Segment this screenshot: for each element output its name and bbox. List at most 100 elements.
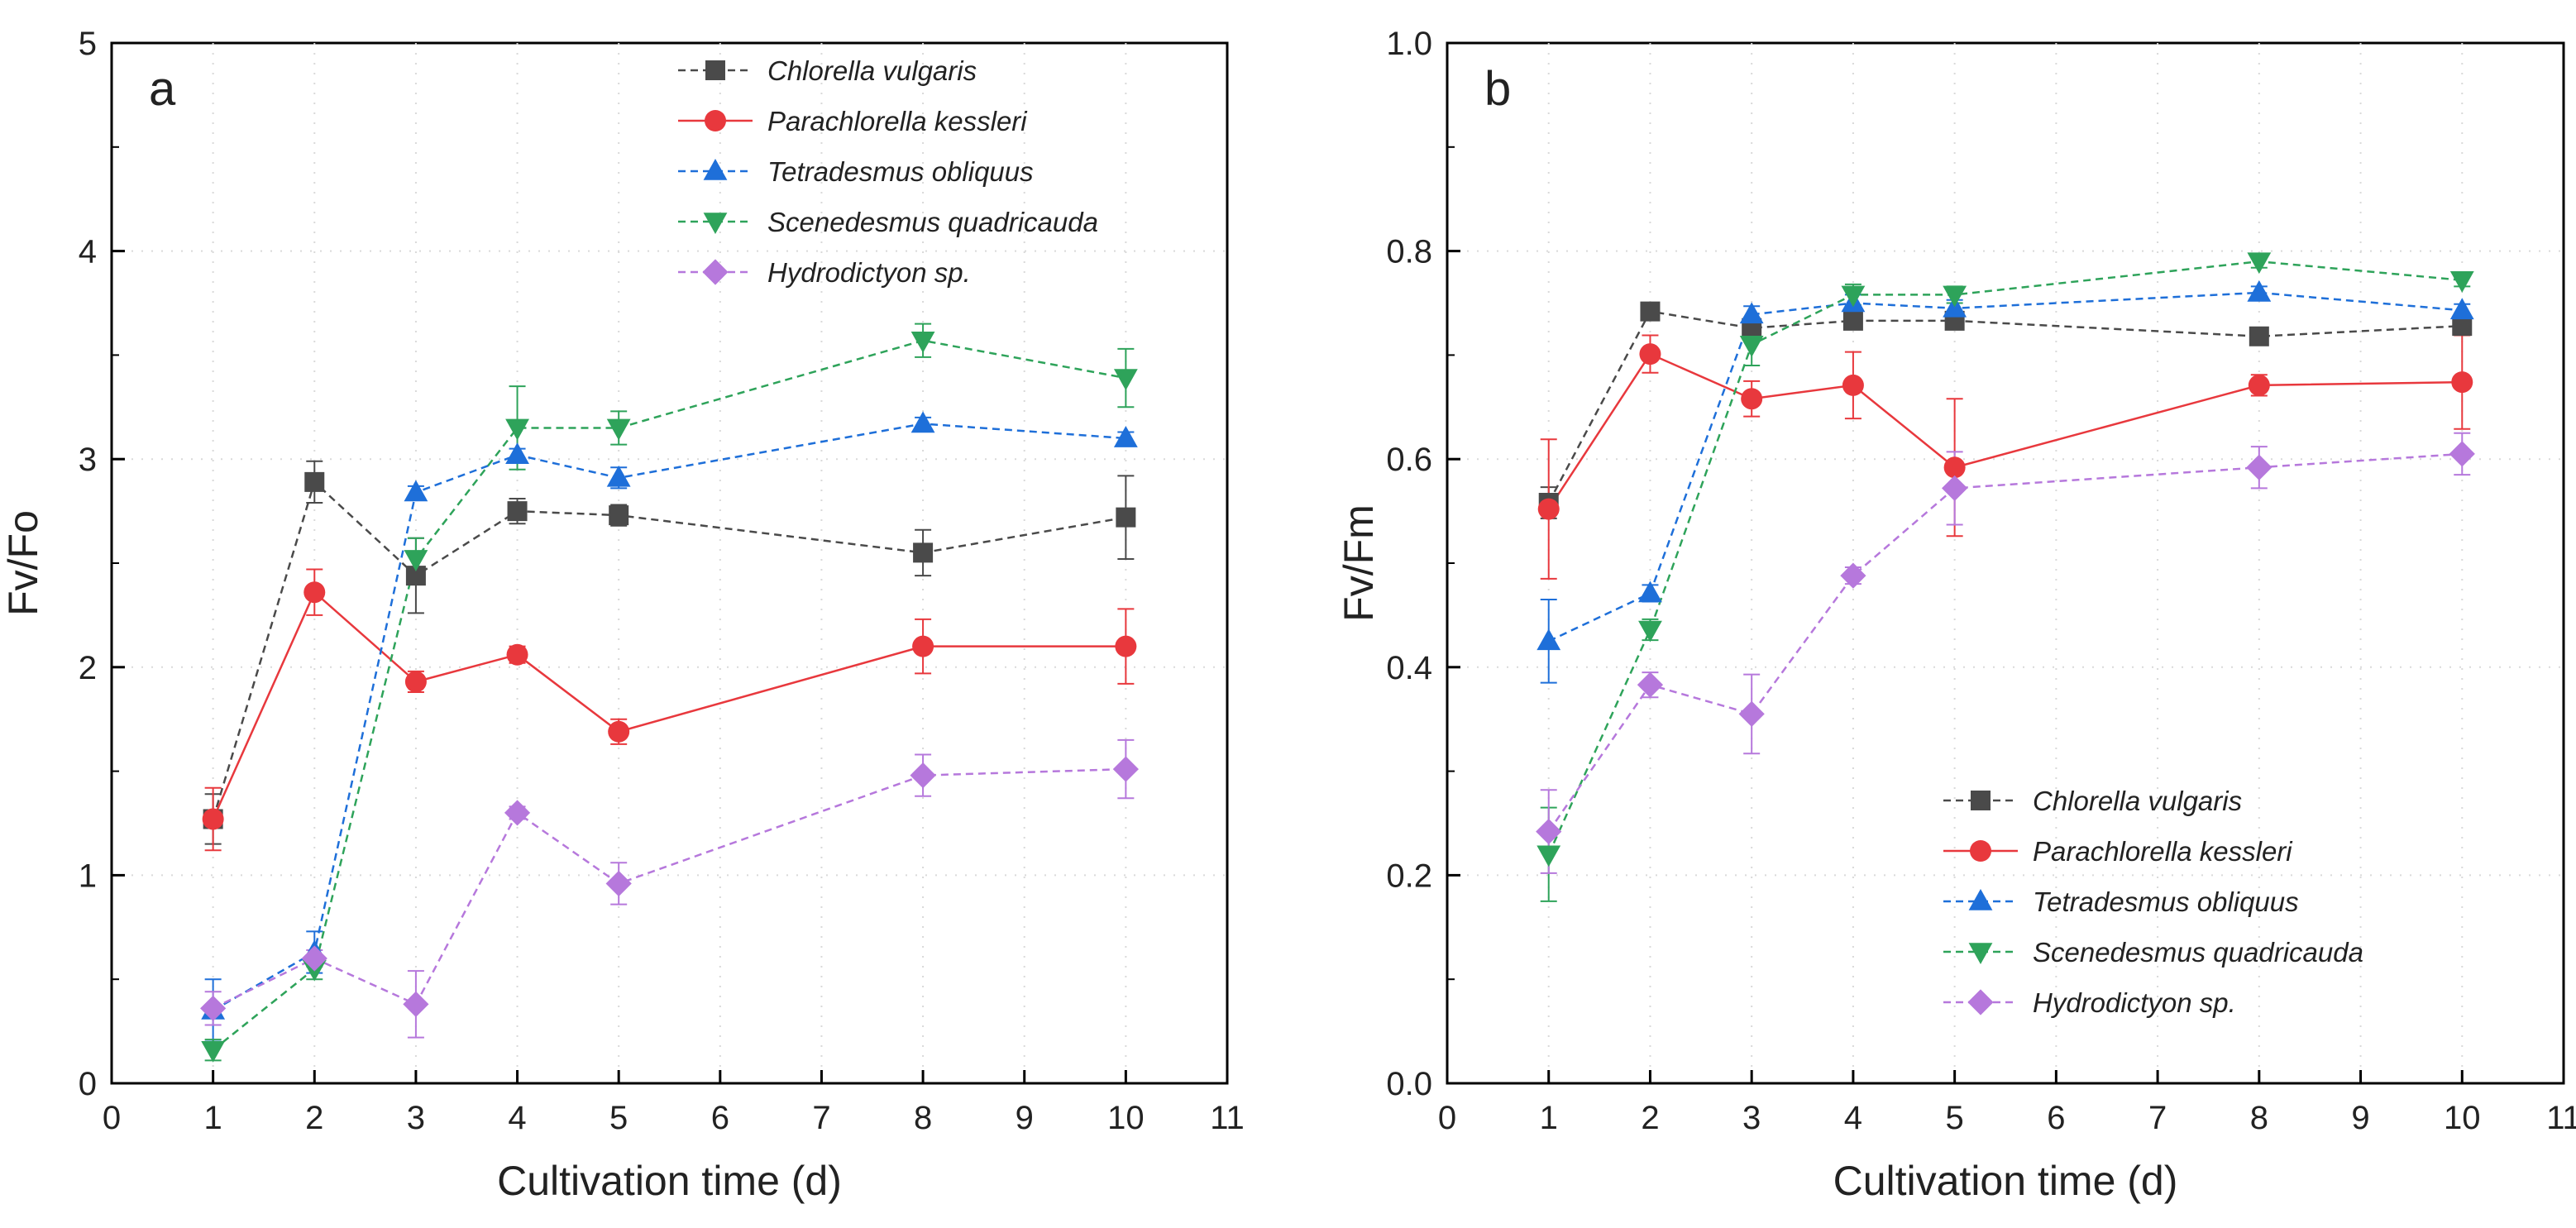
- legend-marker: [1970, 840, 1991, 862]
- data-point-scenedesmus-quadricauda: [2247, 252, 2272, 275]
- panel-a-label: a: [149, 62, 176, 116]
- y-tick-label: 0.2: [1386, 858, 1432, 894]
- x-tick-label: 8: [914, 1100, 932, 1136]
- legend-label: Hydrodictyon sp.: [767, 257, 971, 288]
- y-tick-label: 3: [79, 442, 97, 478]
- legend-item-scenedesmus-quadricauda: Scenedesmus quadricauda: [678, 207, 1098, 237]
- data-point-tetradesmus-obliquus: [1739, 302, 1764, 324]
- y-tick-label: 1.0: [1386, 26, 1432, 62]
- data-point-chlorella-vulgaris: [2249, 326, 2269, 346]
- data-point-chlorella-vulgaris: [2452, 316, 2473, 337]
- panel-a-frame: [110, 41, 1229, 1085]
- legend-item-tetradesmus-obliquus: Tetradesmus obliquus: [678, 156, 1034, 187]
- data-point-chlorella-vulgaris: [1842, 310, 1863, 331]
- legend-label: Hydrodictyon sp.: [2033, 987, 2236, 1018]
- data-point-parachlorella-kessleri: [608, 720, 630, 743]
- data-point-parachlorella-kessleri: [1537, 498, 1560, 520]
- data-point-hydrodictyon-sp: [1112, 756, 1139, 782]
- data-point-hydrodictyon-sp: [605, 870, 632, 897]
- x-tick-label: 10: [1107, 1100, 1145, 1136]
- data-point-hydrodictyon-sp: [504, 800, 531, 826]
- legend-item-scenedesmus-quadricauda: Scenedesmus quadricauda: [1943, 937, 2363, 968]
- panel-a-gridlines: [112, 43, 1227, 1083]
- series-line-tetradesmus-obliquus: [1548, 291, 2463, 643]
- legend-item-tetradesmus-obliquus: Tetradesmus obliquus: [1943, 886, 2299, 917]
- data-point-parachlorella-kessleri: [1741, 388, 1763, 410]
- panel-a: 0 1 2 3 4 5 6 7 8 9 10 11 0 1 2 3 4 5 a Cultivation time …: [0, 26, 1245, 1204]
- data-point-hydrodictyon-sp: [910, 762, 936, 789]
- x-tick-label: 10: [2444, 1100, 2481, 1136]
- x-tick-label: 3: [1742, 1100, 1761, 1136]
- series-line-scenedesmus-quadricauda: [1547, 260, 2463, 855]
- panel-a-markers: [200, 331, 1139, 1063]
- data-point-tetradesmus-obliquus: [1113, 426, 1138, 447]
- y-tick-label: 2: [79, 650, 97, 686]
- data-point-scenedesmus-quadricauda: [910, 331, 935, 353]
- data-point-parachlorella-kessleri: [912, 635, 934, 657]
- panel-b-markers: [1536, 252, 2475, 867]
- legend-label: Scenedesmus quadricauda: [767, 207, 1098, 237]
- legend-label: Chlorella vulgaris: [767, 55, 977, 86]
- legend-marker: [705, 60, 725, 80]
- y-tick-label: 4: [79, 234, 97, 270]
- y-tick-label: 0.0: [1386, 1066, 1432, 1102]
- panel-a-ticks: 0 1 2 3 4 5 6 7 8 9 10 11 0 1 2 3 4 5: [79, 26, 1245, 1136]
- data-point-scenedesmus-quadricauda: [1841, 285, 1866, 308]
- panel-b-error-bars: [1540, 254, 2471, 902]
- legend-label: Scenedesmus quadricauda: [2033, 937, 2363, 968]
- panel-b-ticks: 0 1 2 3 4 5 6 7 8 9 10 11 0.0 0.2 0.4 0.6 0.8 1.0: [1386, 26, 2576, 1136]
- y-tick-label: 0.8: [1386, 234, 1432, 270]
- legend-item-hydrodictyon-sp: Hydrodictyon sp.: [678, 257, 971, 288]
- y-tick-label: 0: [79, 1066, 97, 1102]
- legend-label: Parachlorella kessleri: [767, 106, 1028, 136]
- data-point-scenedesmus-quadricauda: [505, 418, 529, 441]
- data-point-scenedesmus-quadricauda: [404, 550, 428, 571]
- legend-label: Parachlorella kessleri: [2033, 836, 2293, 867]
- data-point-tetradesmus-obliquus: [1537, 628, 1561, 651]
- legend-marker: [1968, 943, 1993, 964]
- data-point-parachlorella-kessleri: [506, 643, 528, 666]
- data-point-scenedesmus-quadricauda: [1638, 620, 1662, 643]
- x-tick-label: 5: [1946, 1100, 1964, 1136]
- x-tick-label: 1: [204, 1100, 222, 1136]
- x-tick-label: 11: [1210, 1100, 1245, 1136]
- x-tick-label: 7: [2148, 1100, 2167, 1136]
- data-point-chlorella-vulgaris: [913, 542, 934, 563]
- data-point-chlorella-vulgaris: [1116, 507, 1136, 528]
- y-tick-label: 5: [79, 26, 97, 62]
- x-tick-label: 3: [407, 1100, 425, 1136]
- data-point-tetradesmus-obliquus: [910, 411, 935, 433]
- series-line-chlorella-vulgaris: [212, 480, 1126, 819]
- data-point-chlorella-vulgaris: [405, 566, 426, 586]
- data-point-hydrodictyon-sp: [1942, 475, 1968, 502]
- panel-b: 0 1 2 3 4 5 6 7 8 9 10 11 0.0 0.2 0.4 0.6 0.8 1.0 b Culti…: [1336, 26, 2576, 1204]
- data-point-parachlorella-kessleri: [202, 808, 224, 830]
- x-tick-label: 0: [1438, 1100, 1456, 1136]
- panel-a-series-lines: [212, 339, 1126, 1051]
- legend-item-hydrodictyon-sp: Hydrodictyon sp.: [1943, 987, 2236, 1018]
- y-tick-label: 1: [79, 858, 97, 894]
- data-point-parachlorella-kessleri: [1943, 456, 1966, 479]
- data-point-scenedesmus-quadricauda: [606, 418, 631, 441]
- data-point-scenedesmus-quadricauda: [201, 1040, 226, 1063]
- panel-a-legend: Chlorella vulgaris Parachlorella kessleri…: [678, 55, 1098, 288]
- panel-b-frame: [1446, 41, 2565, 1085]
- legend-marker: [1971, 791, 1991, 810]
- data-point-chlorella-vulgaris: [507, 501, 528, 522]
- legend-marker: [703, 159, 728, 180]
- data-point-tetradesmus-obliquus: [1638, 581, 1662, 603]
- x-tick-label: 7: [812, 1100, 830, 1136]
- x-tick-label: 8: [2250, 1100, 2268, 1136]
- x-tick-label: 9: [2351, 1100, 2369, 1136]
- data-point-chlorella-vulgaris: [304, 471, 325, 492]
- y-tick-label: 0.6: [1386, 442, 1432, 478]
- legend-marker: [1967, 989, 1994, 1015]
- legend-label: Tetradesmus obliquus: [2033, 886, 2299, 917]
- panel-b-y-axis-label: Fv/Fm: [1336, 504, 1382, 622]
- data-point-scenedesmus-quadricauda: [1943, 285, 1967, 308]
- data-point-hydrodictyon-sp: [200, 995, 227, 1022]
- data-point-tetradesmus-obliquus: [505, 442, 529, 464]
- data-point-scenedesmus-quadricauda: [1113, 369, 1138, 391]
- series-line-parachlorella-kessleri: [212, 590, 1126, 819]
- panel-a-x-axis-label: Cultivation time (d): [497, 1158, 842, 1204]
